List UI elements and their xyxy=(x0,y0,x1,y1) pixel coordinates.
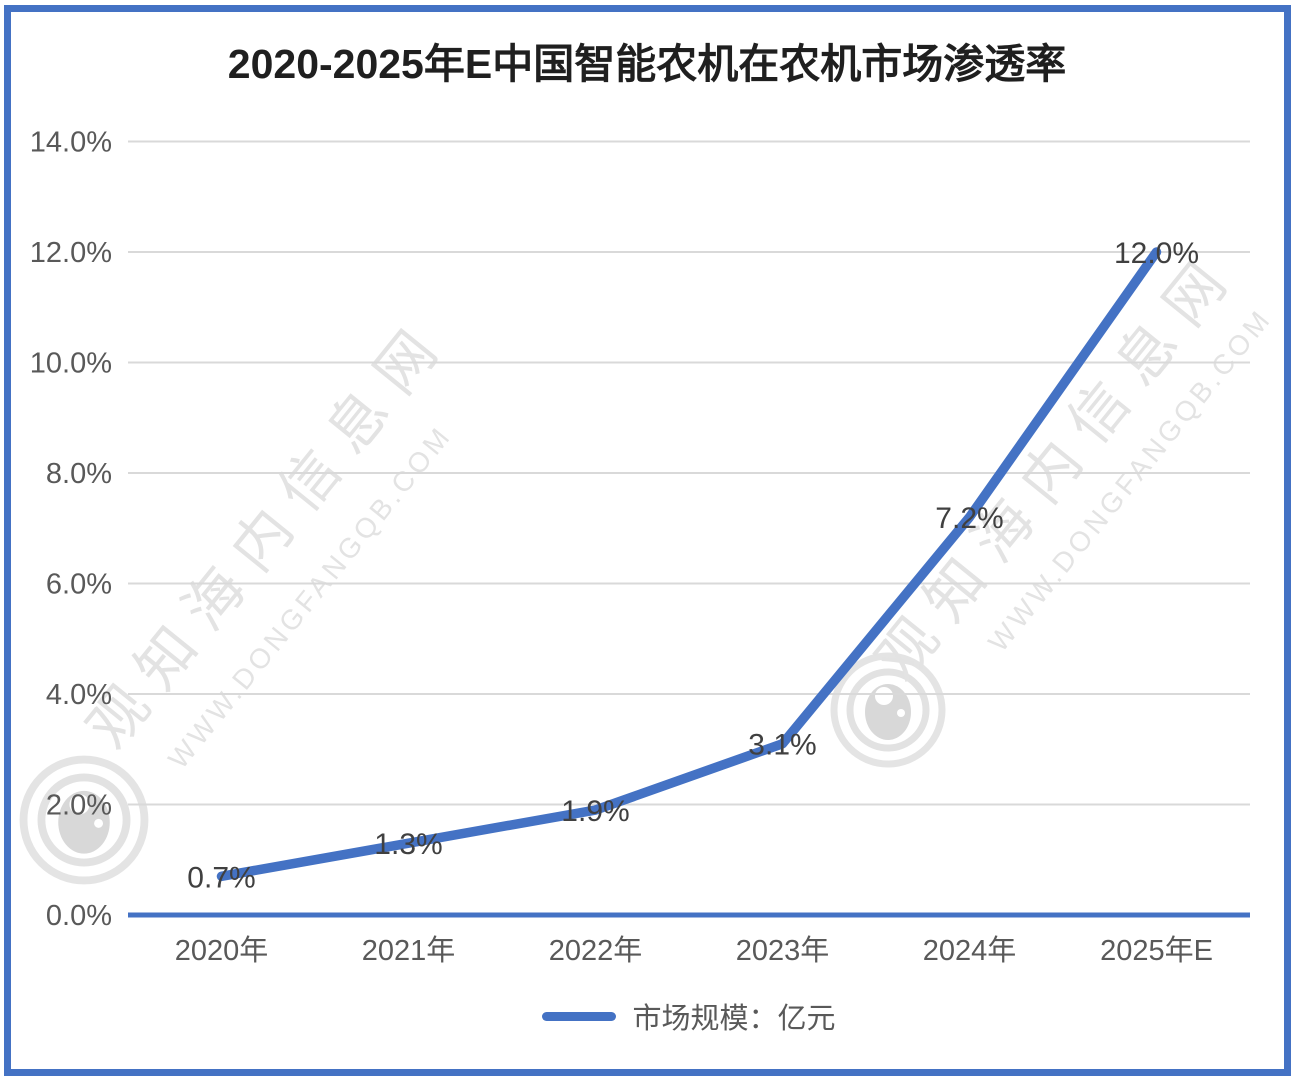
y-axis-tick-label: 2.0% xyxy=(46,790,112,822)
y-axis-tick-label: 12.0% xyxy=(30,237,112,269)
data-label: 12.0% xyxy=(1114,237,1199,270)
gridlines xyxy=(128,140,1250,806)
data-label: 1.9% xyxy=(561,795,629,828)
x-axis-tick-label: 2024年 xyxy=(923,934,1017,967)
watermark-logo-highlight-small xyxy=(94,818,104,828)
x-axis-tick-label: 2022年 xyxy=(549,934,643,967)
chart-title: 2020-2025年E中国智能农机在农机市场渗透率 xyxy=(227,41,1067,87)
legend-line-swatch xyxy=(542,1011,617,1021)
watermark-logo-ring-inner xyxy=(846,668,930,752)
legend-label: 市场规模：亿元 xyxy=(632,1003,836,1035)
y-axis-tick-label: 0.0% xyxy=(46,900,112,932)
x-axis-tick-label: 2025年E xyxy=(1100,934,1213,967)
watermark-logo-highlight-large xyxy=(875,687,893,705)
data-label: 7.2% xyxy=(935,502,1003,535)
x-axis-tick-label: 2021年 xyxy=(362,934,456,967)
watermark-logo-ring-outer xyxy=(19,755,149,885)
x-axis: 2020年 2021年 2022年 2023年 2024年 2025年E xyxy=(175,934,1213,967)
data-label: 0.7% xyxy=(187,861,255,894)
y-axis-tick-label: 8.0% xyxy=(46,458,112,490)
series-line xyxy=(216,247,1162,882)
x-axis-tick-label: 2023年 xyxy=(736,934,830,967)
watermark-logo xyxy=(830,652,946,768)
data-label: 1.3% xyxy=(374,828,442,861)
watermark-logo-highlight-large xyxy=(69,794,90,815)
watermark-logo-ring-outer xyxy=(830,652,946,768)
watermark-text-cn: 观知海内信息网 xyxy=(864,238,1249,692)
legend: 市场规模：亿元 xyxy=(128,997,1250,1035)
y-axis-tick-label: 6.0% xyxy=(46,569,112,601)
data-label: 3.1% xyxy=(748,729,816,762)
watermark-logo xyxy=(19,755,149,885)
data-labels: 0.7% 1.3% 1.9% 3.1% 7.2% 12.0% xyxy=(187,237,1199,894)
watermark-logo-highlight-small xyxy=(897,709,905,717)
y-axis-tick-label: 14.0% xyxy=(30,127,112,159)
x-axis-tick-label: 2020年 xyxy=(175,934,269,967)
watermark-text-cn: 观知海内信息网 xyxy=(75,306,460,760)
y-axis: 0.0% 2.0% 4.0% 6.0% 8.0% 10.0% 12.0% 14.0% xyxy=(30,127,112,933)
watermark-logo-ring-inner xyxy=(37,773,131,867)
y-axis-tick-label: 10.0% xyxy=(30,348,112,380)
y-axis-tick-label: 4.0% xyxy=(46,679,112,711)
